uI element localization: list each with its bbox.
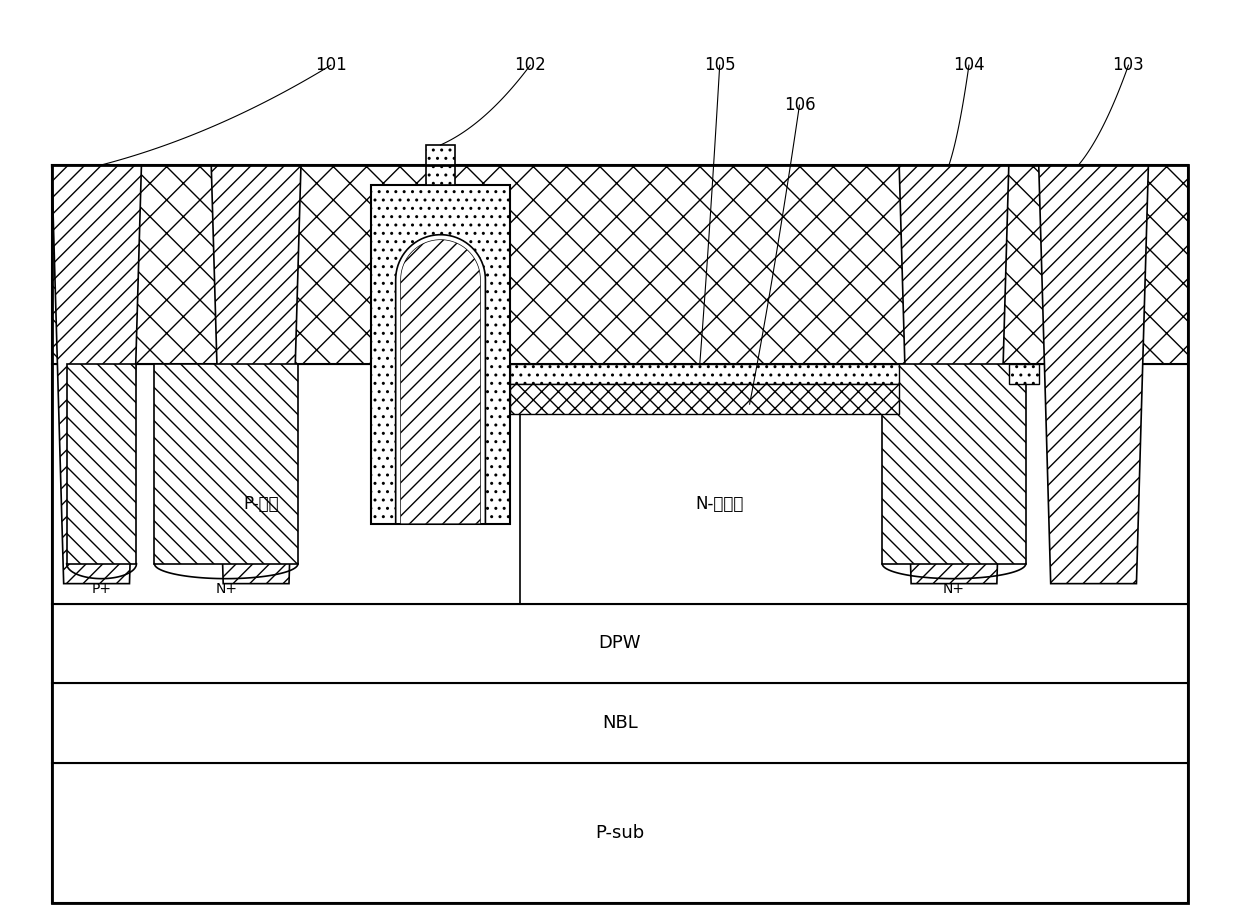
- Text: N-漂移区: N-漂移区: [696, 495, 744, 513]
- Text: N+: N+: [216, 581, 237, 596]
- PathPatch shape: [1039, 164, 1148, 584]
- PathPatch shape: [211, 164, 301, 584]
- Text: 106: 106: [784, 96, 815, 114]
- Bar: [882, 364, 1025, 564]
- Text: P-体区: P-体区: [243, 495, 279, 513]
- Text: 103: 103: [1112, 56, 1145, 74]
- Bar: [511, 384, 899, 414]
- PathPatch shape: [396, 235, 485, 524]
- Bar: [155, 364, 298, 564]
- Bar: [52, 763, 1188, 903]
- Text: 105: 105: [704, 56, 735, 74]
- Bar: [1009, 364, 1039, 384]
- Bar: [52, 164, 1188, 364]
- Bar: [67, 364, 136, 564]
- Text: 102: 102: [515, 56, 546, 74]
- Text: P-sub: P-sub: [595, 824, 645, 842]
- Text: 101: 101: [315, 56, 347, 74]
- Bar: [511, 364, 899, 384]
- PathPatch shape: [52, 164, 141, 584]
- Text: 104: 104: [954, 56, 985, 74]
- Text: P+: P+: [92, 581, 112, 596]
- Bar: [52, 164, 1188, 903]
- Text: NBL: NBL: [603, 714, 637, 732]
- PathPatch shape: [899, 164, 1009, 584]
- Text: N+: N+: [942, 581, 965, 596]
- Bar: [425, 145, 455, 185]
- Bar: [371, 185, 511, 524]
- Bar: [52, 364, 1188, 603]
- Bar: [52, 684, 1188, 763]
- Text: DPW: DPW: [599, 635, 641, 652]
- Bar: [52, 603, 1188, 684]
- PathPatch shape: [401, 239, 480, 524]
